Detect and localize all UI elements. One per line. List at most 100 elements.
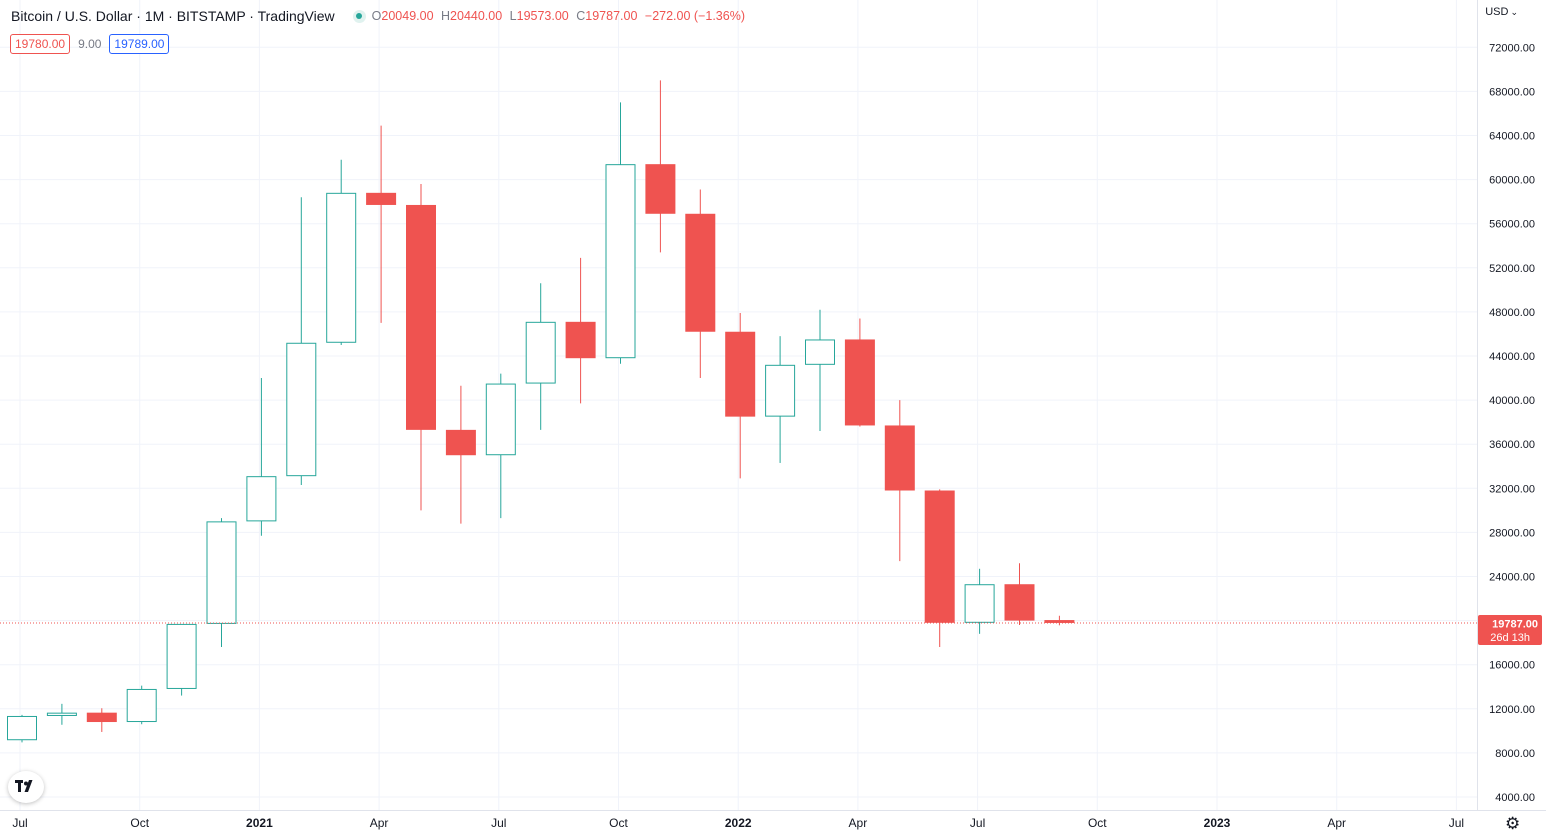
price-tag-bg [1478, 615, 1542, 645]
candle [884, 400, 915, 562]
price-tick-label: 52000.00 [1489, 263, 1535, 275]
candle-body [406, 204, 436, 430]
candle [525, 283, 556, 430]
candle-body [206, 521, 237, 624]
price-tick-label: 72000.00 [1489, 42, 1535, 54]
currency-label: USD [1485, 6, 1509, 18]
gear-icon[interactable]: ⚙ [1505, 814, 1521, 833]
axes [0, 0, 1546, 811]
time-scale[interactable]: Jul Oct 2021 Apr Jul Oct 2022 Apr Jul Oct 2023 Apr J… [12, 816, 1464, 830]
candle-body [86, 712, 117, 723]
time-tick-label: 2022 [725, 816, 752, 830]
candle-body [366, 192, 397, 205]
time-tick-label: 2021 [246, 816, 273, 830]
time-tick-label: Jul [491, 816, 506, 830]
candle-body [805, 339, 835, 365]
candle-body [685, 213, 716, 332]
candle-body [326, 192, 357, 343]
candle-body [844, 339, 875, 426]
price-tick-label: 56000.00 [1489, 219, 1535, 231]
close-label: C [576, 9, 586, 23]
candle [924, 489, 955, 648]
candle-body [605, 164, 636, 359]
high-label: H [441, 9, 451, 23]
candle-body [525, 321, 556, 384]
ohlc-values: O20049.00 H20440.00 L19573.00 C19787.00 … [372, 9, 745, 23]
tradingview-logo-icon[interactable] [8, 771, 44, 803]
currency-selector[interactable]: USD ⌄ [1485, 6, 1518, 18]
candle [246, 378, 277, 536]
chevron-down-icon: ⌄ [1510, 7, 1518, 17]
candle-body [445, 429, 476, 456]
candle-body [286, 342, 317, 477]
tv-mark [15, 780, 33, 792]
time-tick-label: Oct [609, 816, 628, 830]
price-tick-label: 64000.00 [1489, 131, 1535, 143]
candlestick-series [7, 80, 1075, 743]
candle-body [46, 712, 77, 716]
candle [46, 703, 77, 725]
candle [86, 708, 117, 732]
time-tick-label: Jul [12, 816, 27, 830]
price-tick-label: 48000.00 [1489, 307, 1535, 319]
candle-body [565, 321, 596, 359]
candle-body [485, 383, 516, 456]
symbol-title[interactable]: Bitcoin / U.S. Dollar · 1M · BITSTAMP · … [11, 8, 335, 24]
sell-button[interactable]: 19780.00 [10, 34, 71, 54]
price-tick-label: 4000.00 [1495, 792, 1535, 804]
candle-body [645, 164, 676, 214]
price-tag-value: 19787.00 [1492, 619, 1538, 631]
time-tick-label: Jul [970, 816, 985, 830]
last-price-tag: 19787.00 26d 13h [1478, 615, 1542, 645]
time-tick-label: Apr [1327, 816, 1346, 830]
price-tick-label: 24000.00 [1489, 572, 1535, 584]
candle [326, 159, 357, 345]
price-tag-countdown: 26d 13h [1490, 632, 1530, 644]
price-scale[interactable]: 4000.008000.0012000.0016000.0020000.0024… [1489, 42, 1535, 804]
price-tick-label: 12000.00 [1489, 704, 1535, 716]
candle-body [246, 476, 277, 522]
time-tick-label: Jul [1449, 816, 1464, 830]
low-label: L [509, 9, 517, 23]
time-tick-label: 2023 [1204, 816, 1231, 830]
price-tick-label: 44000.00 [1489, 351, 1535, 363]
time-tick-label: Oct [1088, 816, 1107, 830]
time-tick-label: Oct [130, 816, 149, 830]
price-tick-label: 36000.00 [1489, 439, 1535, 451]
candle [605, 102, 636, 364]
buy-sell-panel: 19780.00 9.00 19789.00 [10, 34, 170, 54]
candle [765, 336, 796, 463]
candle [485, 373, 516, 519]
candle [126, 685, 157, 725]
candle [366, 125, 397, 323]
candle-body [7, 715, 37, 741]
price-tick-label: 32000.00 [1489, 483, 1535, 495]
candle [805, 309, 835, 431]
close-value: 19787.00 [585, 9, 638, 23]
candle [565, 257, 596, 404]
price-tick-label: 40000.00 [1489, 395, 1535, 407]
low-value: 19573.00 [516, 9, 569, 23]
price-tick-label: 8000.00 [1495, 748, 1535, 760]
candle [445, 385, 476, 524]
time-tick-label: Apr [849, 816, 868, 830]
candle [1004, 563, 1035, 626]
candle [844, 318, 875, 427]
time-tick-label: Apr [370, 816, 389, 830]
price-tick-label: 16000.00 [1489, 660, 1535, 672]
spread-value: 9.00 [78, 37, 102, 51]
change-value: −272.00 (−1.36%) [644, 9, 745, 23]
market-status-icon[interactable] [352, 9, 366, 23]
candle-body [1004, 584, 1035, 621]
candle [406, 184, 436, 511]
candle [166, 623, 197, 696]
buy-button[interactable]: 19789.00 [109, 34, 170, 54]
candle-body [884, 425, 915, 491]
candle [725, 313, 756, 479]
candle [964, 568, 995, 634]
price-tick-label: 60000.00 [1489, 175, 1535, 187]
candle [1044, 615, 1075, 626]
candle [685, 189, 716, 379]
candle-body [126, 688, 157, 723]
